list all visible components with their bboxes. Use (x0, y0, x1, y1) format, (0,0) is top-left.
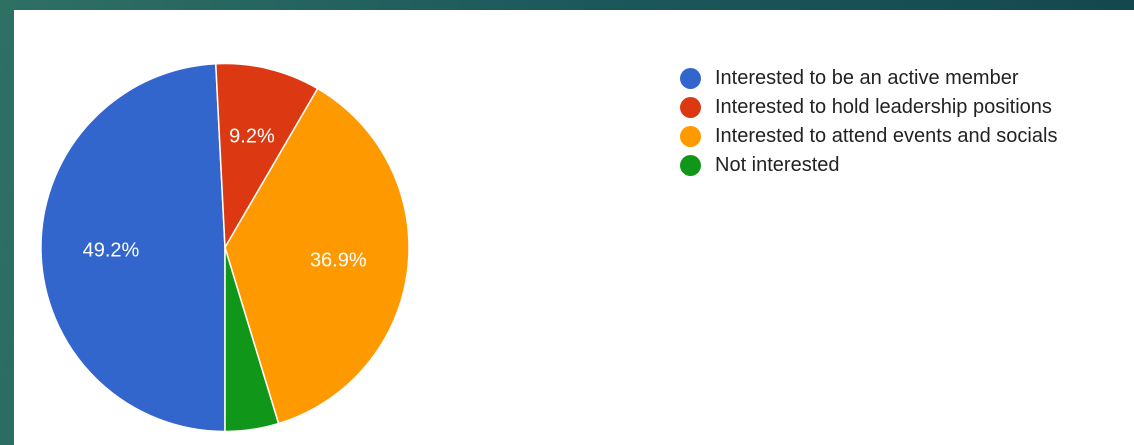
pie-chart: 49.2% 9.2% 36.9% (14, 10, 424, 445)
legend-item-events-socials[interactable]: Interested to attend events and socials (680, 122, 1057, 151)
pie-label-active-member: 49.2% (83, 239, 140, 261)
legend-label-active-member: Interested to be an active member (715, 67, 1019, 90)
legend-label-not-interested: Not interested (715, 154, 840, 177)
legend-item-leadership[interactable]: Interested to hold leadership positions (680, 93, 1057, 122)
legend-swatch-active-member (680, 68, 701, 89)
legend-item-active-member[interactable]: Interested to be an active member (680, 64, 1057, 93)
legend-label-leadership: Interested to hold leadership positions (715, 96, 1052, 119)
legend-swatch-leadership (680, 97, 701, 118)
legend-label-events-socials: Interested to attend events and socials (715, 125, 1057, 148)
pie-label-leadership: 9.2% (229, 126, 275, 148)
legend-swatch-events-socials (680, 126, 701, 147)
chart-panel: 49.2% 9.2% 36.9% Interested to be an activ… (14, 10, 1134, 445)
pie-label-events-socials: 36.9% (310, 250, 367, 272)
legend-swatch-not-interested (680, 155, 701, 176)
legend-item-not-interested[interactable]: Not interested (680, 151, 1057, 180)
chart-legend: Interested to be an active member Intere… (680, 64, 1057, 180)
